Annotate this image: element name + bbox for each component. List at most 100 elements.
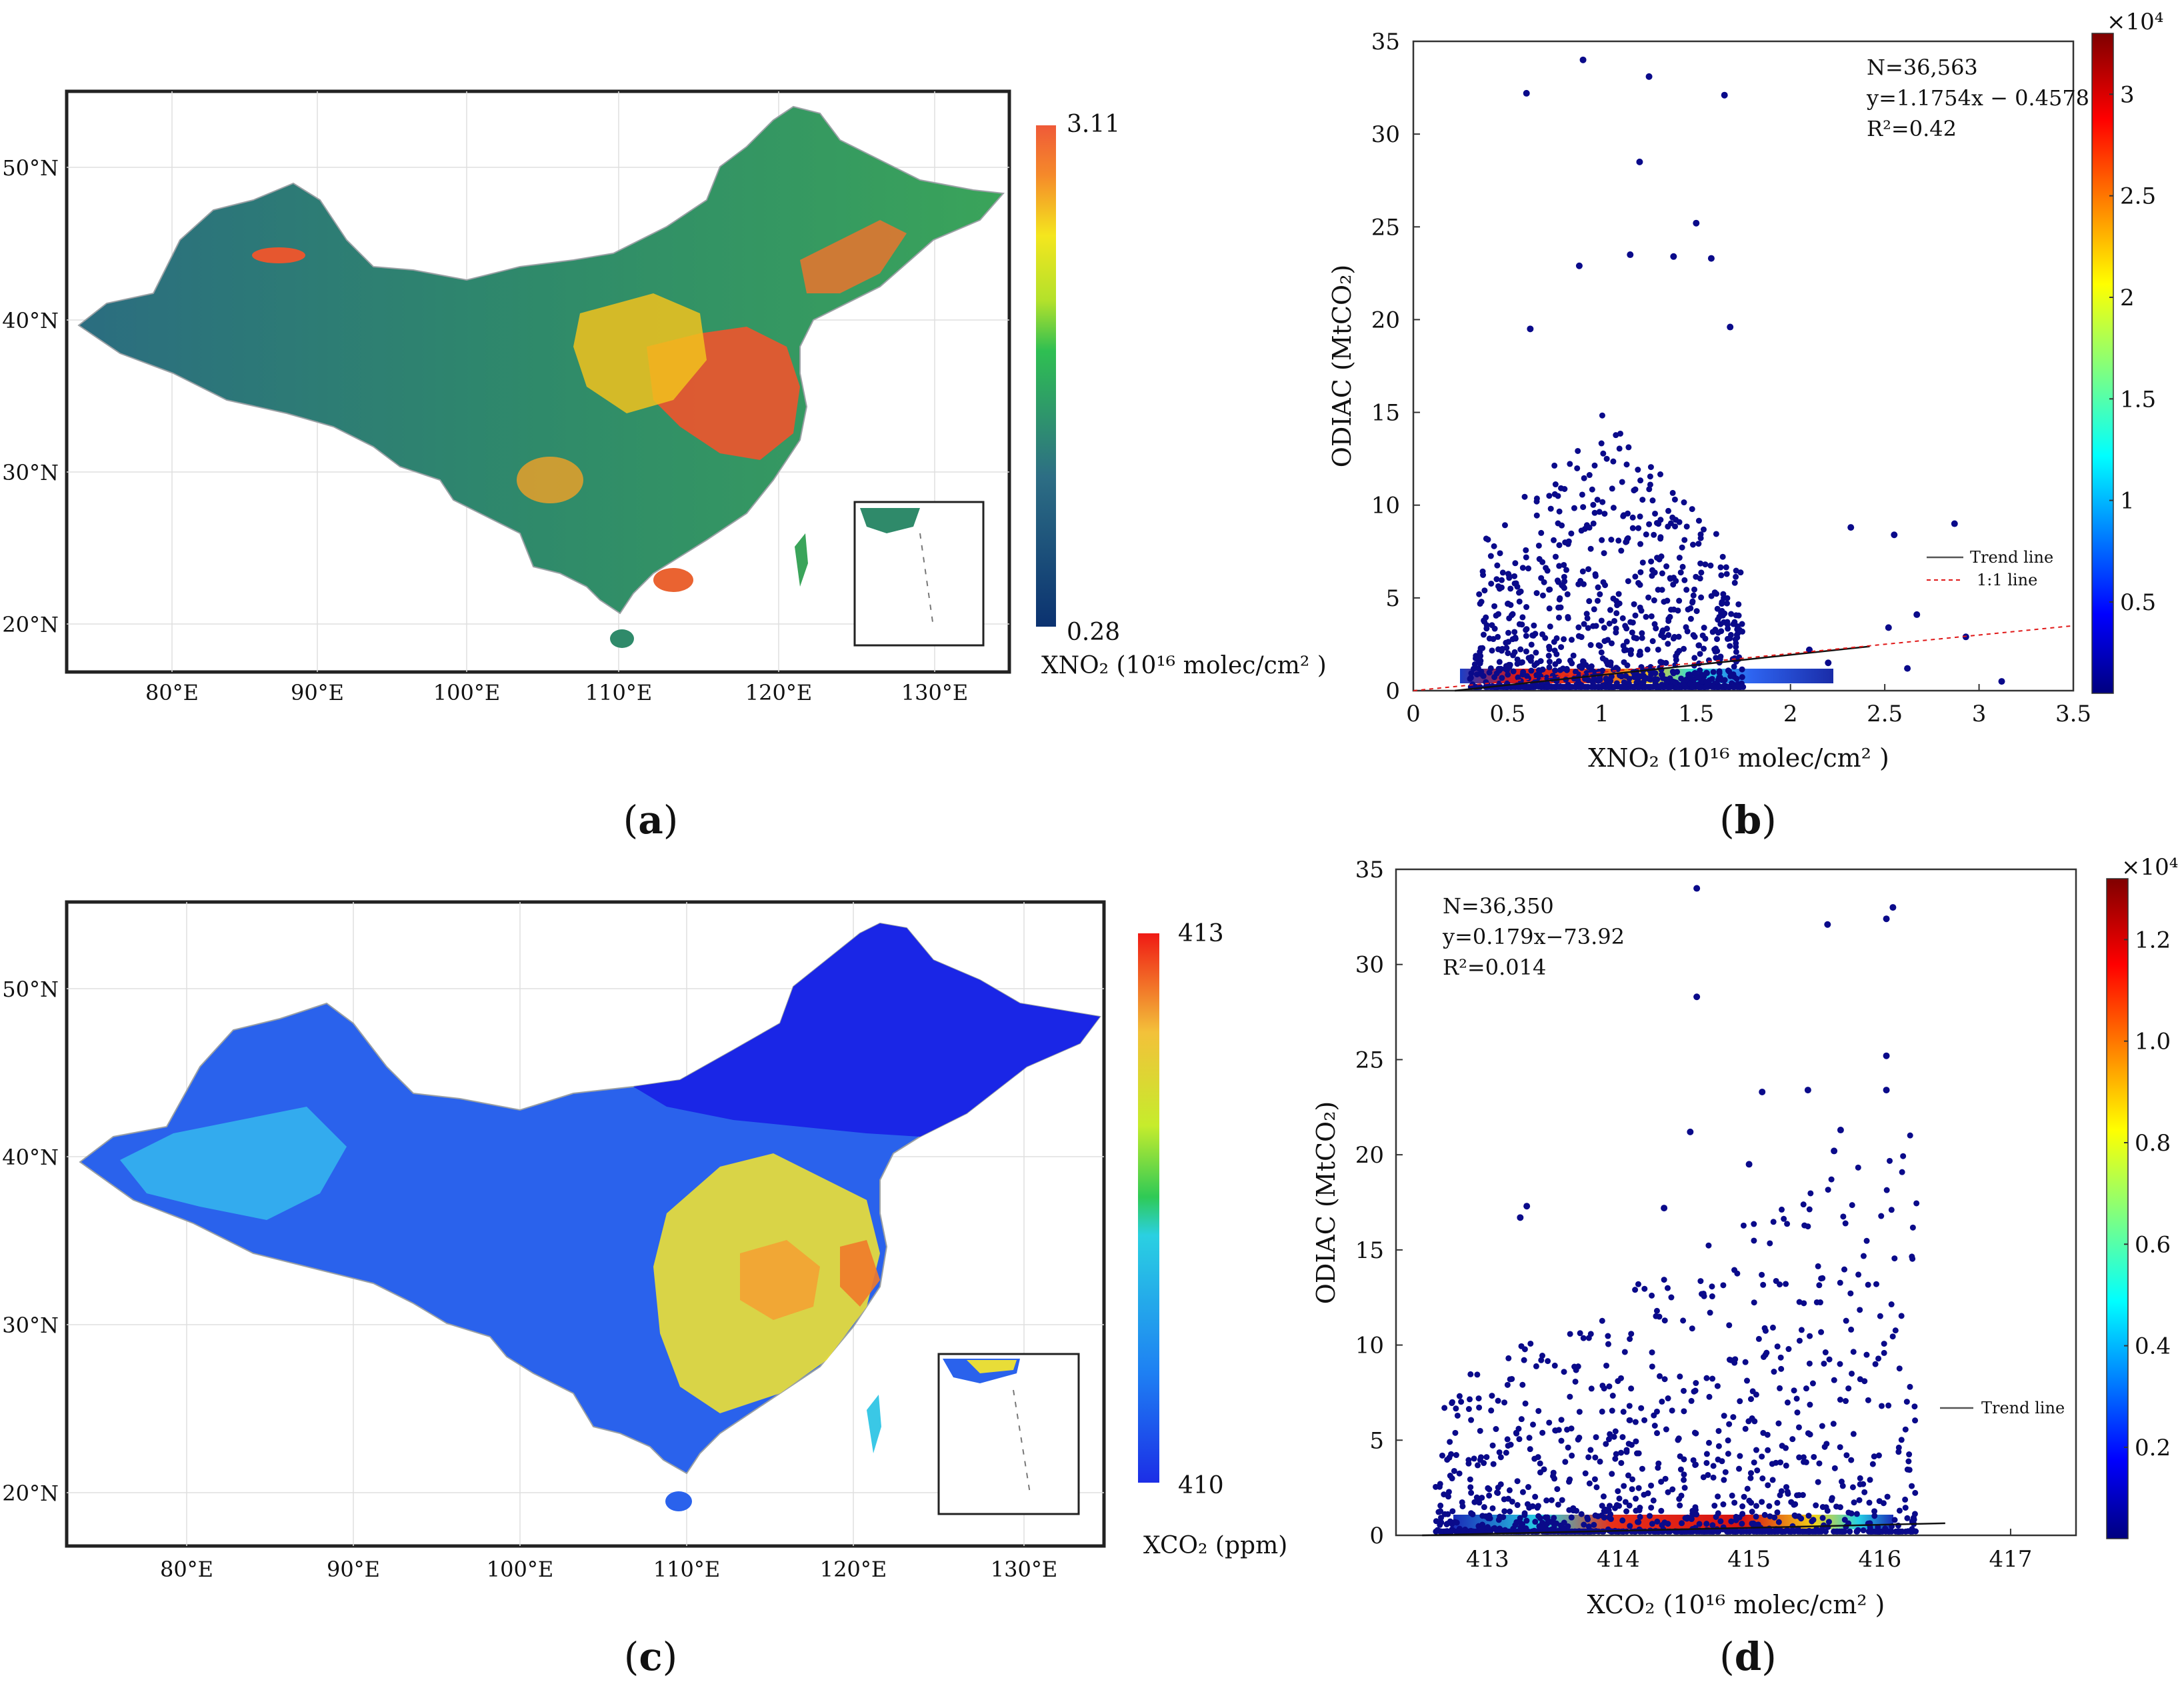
data-point [1637, 604, 1643, 611]
data-point [1447, 1518, 1453, 1525]
data-point [1951, 520, 1958, 527]
data-point [1610, 595, 1617, 602]
data-point [1793, 1395, 1800, 1402]
data-point [1733, 567, 1739, 574]
data-point [1661, 1376, 1668, 1383]
data-point [1761, 1325, 1768, 1331]
data-point [1662, 1475, 1669, 1482]
data-point [1817, 1299, 1823, 1306]
data-point [1739, 674, 1745, 681]
data-point [1649, 573, 1655, 579]
data-point [1711, 1503, 1718, 1509]
data-point [1511, 629, 1518, 635]
data-point [1523, 89, 1530, 97]
colorbar-tick-label: 0.6 [2135, 1231, 2171, 1258]
data-point [1687, 1528, 1694, 1535]
data-point [1693, 885, 1701, 892]
data-point [1467, 1396, 1473, 1403]
data-point [1433, 1518, 1439, 1525]
data-point [1871, 1508, 1878, 1515]
data-point [1517, 678, 1524, 685]
panel-c-map: 50°N 40°N 30°N 20°N 80°E 90°E 100°E 110°… [2, 900, 1287, 1679]
x-tick-label: 2.5 [1867, 701, 1903, 727]
data-point [1751, 1221, 1757, 1227]
data-point [1692, 1461, 1699, 1468]
data-point [1445, 1489, 1452, 1495]
data-point [1693, 1528, 1700, 1535]
data-point [1637, 581, 1643, 588]
data-point [1591, 1521, 1597, 1528]
data-point [1715, 1456, 1721, 1463]
data-point [1471, 1499, 1478, 1505]
data-point [1875, 1452, 1882, 1459]
data-point [1602, 1506, 1609, 1513]
data-point [1659, 570, 1665, 577]
data-point [1912, 1417, 1919, 1424]
data-point [1733, 649, 1739, 655]
data-point [1723, 564, 1729, 571]
data-point [1568, 637, 1575, 643]
data-point [1478, 599, 1485, 605]
data-point [1751, 1528, 1757, 1535]
data-point [1689, 541, 1696, 548]
data-point [1904, 1515, 1911, 1521]
colorbar-tick-label: 2.5 [2120, 183, 2156, 210]
data-point [1698, 569, 1705, 576]
data-point [1621, 647, 1628, 654]
data-point [1821, 1360, 1827, 1367]
data-point [1523, 547, 1529, 553]
data-point [1638, 1405, 1645, 1411]
data-point [1871, 1513, 1878, 1519]
data-point [1736, 1465, 1743, 1472]
data-point [1653, 1307, 1660, 1314]
data-point [1796, 1454, 1803, 1461]
data-point [1551, 1362, 1558, 1369]
data-point [1673, 683, 1680, 690]
data-point [1579, 491, 1585, 498]
data-point [1796, 1337, 1803, 1344]
data-point [1606, 620, 1613, 627]
data-point [1544, 1514, 1551, 1521]
data-point [1594, 497, 1601, 503]
data-point [1714, 605, 1721, 612]
data-point [1755, 1521, 1761, 1528]
data-point [1568, 1514, 1575, 1521]
data-point [1674, 669, 1681, 675]
data-point [1516, 1436, 1523, 1443]
hotspot-central [573, 293, 707, 413]
data-point [1679, 544, 1685, 551]
data-point [1605, 1436, 1612, 1443]
y-tick-label: 30 [1355, 952, 1384, 979]
data-point [1453, 1405, 1459, 1412]
data-point [1824, 1507, 1831, 1514]
one-to-one-line-b [1413, 625, 2074, 691]
data-point [1725, 683, 1732, 690]
data-point [1805, 1513, 1812, 1519]
data-point [1655, 521, 1662, 527]
data-point [1585, 683, 1591, 690]
data-point [1774, 1499, 1781, 1506]
annot-r2: R²=0.42 [1867, 116, 1957, 141]
data-point [1618, 1449, 1625, 1456]
data-point [1473, 1494, 1480, 1501]
data-point [1548, 1497, 1555, 1503]
data-point [1689, 683, 1696, 690]
data-point [1665, 507, 1671, 514]
data-point [1611, 1433, 1617, 1440]
data-point [1657, 471, 1664, 477]
data-point [1635, 1485, 1642, 1491]
data-point [1506, 575, 1513, 581]
data-point [1713, 1513, 1719, 1520]
data-point [1519, 1489, 1526, 1495]
data-point [1723, 1528, 1730, 1535]
data-point [1848, 1457, 1855, 1463]
data-point [1539, 1353, 1545, 1359]
data-point [1695, 541, 1702, 547]
hotspot-sichuan [517, 457, 583, 503]
data-point [1877, 1313, 1883, 1319]
data-point [1830, 1421, 1837, 1427]
y-tick-label: 15 [1355, 1237, 1384, 1264]
data-point [1898, 1313, 1905, 1319]
data-point [1506, 615, 1513, 621]
data-point [1775, 1420, 1782, 1427]
